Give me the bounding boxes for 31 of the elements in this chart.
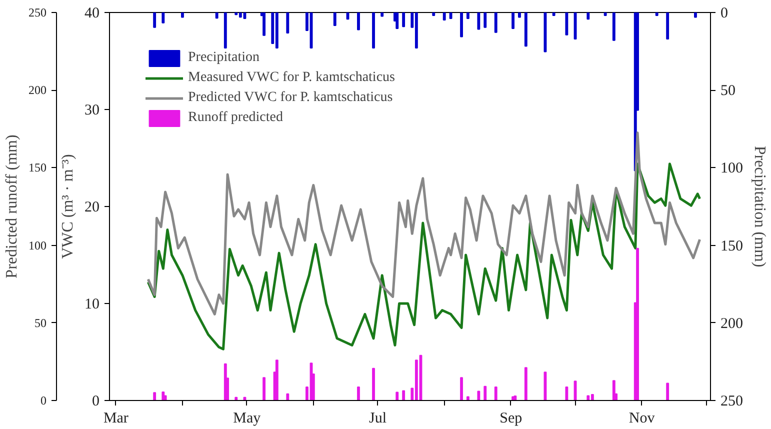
- x-tick-label: Jul: [369, 410, 387, 426]
- y2-tick-label: 50: [720, 83, 736, 100]
- legend-label: Precipitation: [188, 50, 260, 66]
- line-series: [146, 132, 702, 316]
- legend-label: Measured VWC for P. kamtschaticus: [188, 70, 395, 86]
- y2-tick-label: 150: [720, 238, 743, 254]
- y2-tick-label: 0: [720, 6, 728, 22]
- y2-tick-label: 200: [720, 316, 743, 332]
- y2-tick-label: 100: [720, 160, 743, 177]
- x-tick-label: May: [233, 410, 262, 426]
- legend-label: Runoff predicted: [188, 110, 283, 126]
- y3-tick-label: 150: [28, 160, 46, 175]
- y3-tick-label: 250: [28, 6, 46, 20]
- y-axis-title: VWC (m³ · m⁻³): [60, 154, 76, 259]
- x-tick-label: Sep: [500, 410, 522, 426]
- y3-tick-label: 200: [28, 83, 46, 98]
- y-tick-label: 30: [84, 102, 100, 118]
- x-tick-label: Mar: [103, 410, 128, 426]
- y-tick-label: 20: [84, 200, 100, 216]
- y3-tick-label: 100: [28, 238, 46, 252]
- y-tick-label: 40: [84, 6, 100, 22]
- y3-tick-label: 0: [40, 394, 46, 408]
- y-tick-label: 0: [92, 394, 100, 410]
- legend-label: Predicted VWC for P. kamtschaticus: [188, 90, 393, 106]
- y2-tick-label: 250: [720, 394, 743, 410]
- y2-axis-title: Precipitation (mm): [751, 146, 768, 268]
- y-tick-label: 10: [84, 296, 100, 312]
- y3-axis-title: Predicted runoff (mm): [4, 134, 20, 278]
- x-tick-label: Nov: [628, 410, 656, 426]
- y3-tick-label: 50: [34, 316, 46, 330]
- line-series: [146, 162, 702, 350]
